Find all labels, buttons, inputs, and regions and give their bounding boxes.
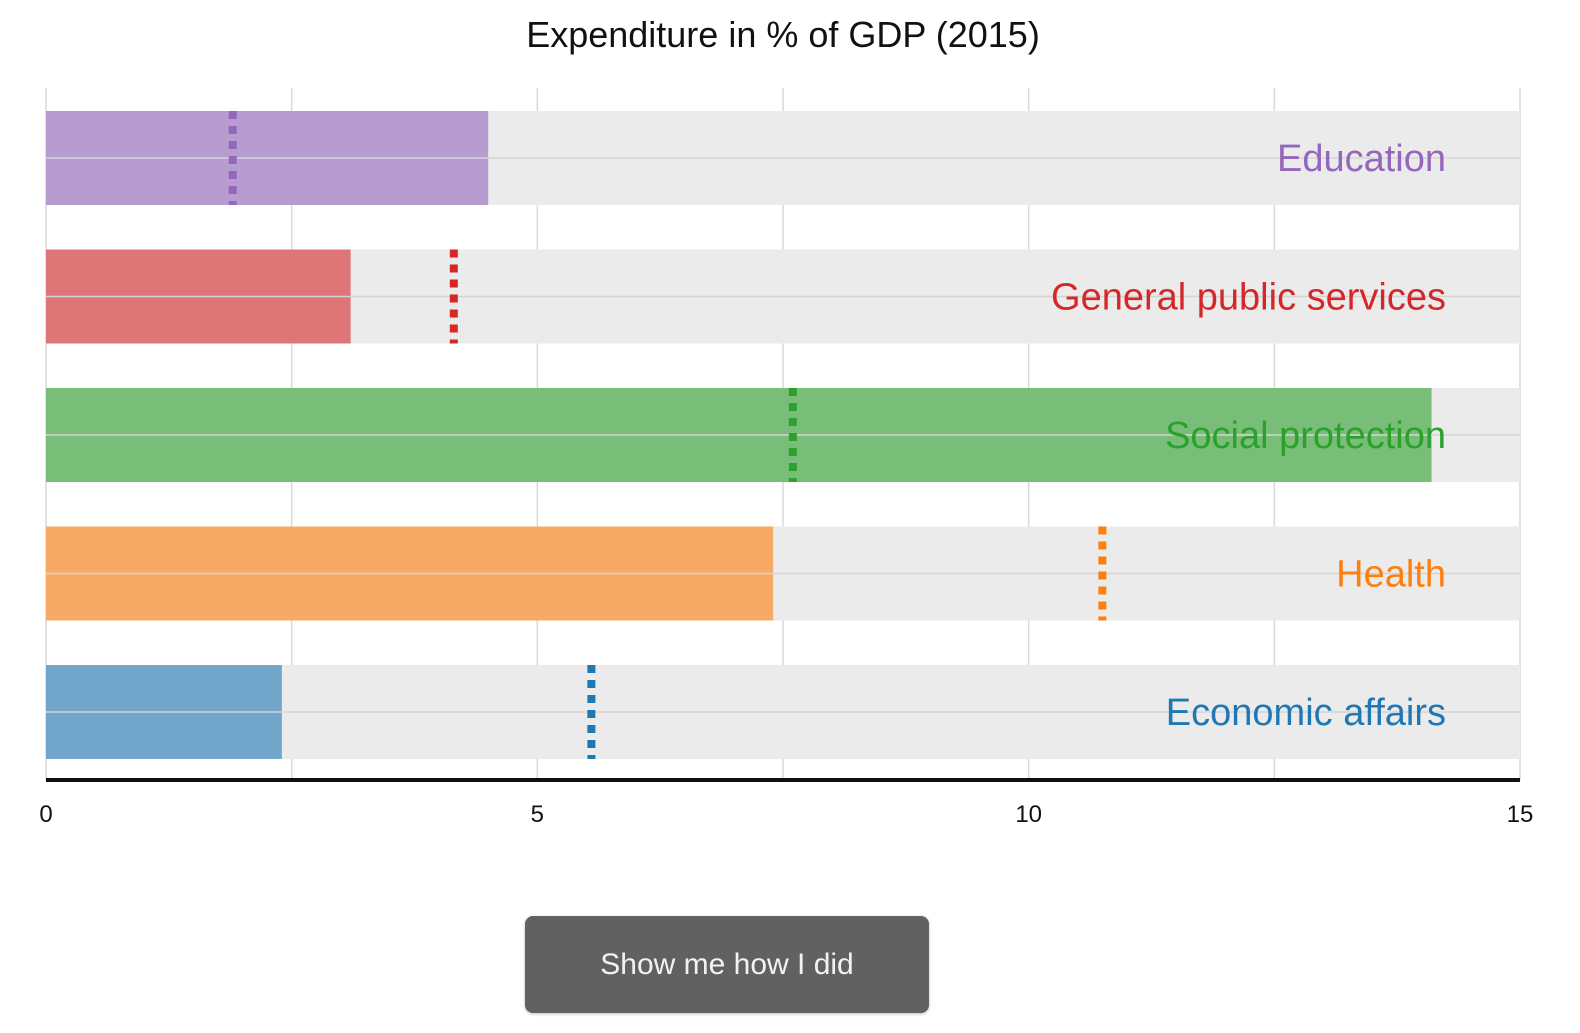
x-tick-label: 15 <box>1507 801 1534 828</box>
category-label-general-public-services: General public services <box>1051 277 1446 319</box>
guess-markers[interactable] <box>228 111 1107 759</box>
show-me-how-i-did-button[interactable]: Show me how I did <box>525 916 929 1013</box>
x-tick-label: 10 <box>1015 801 1042 828</box>
row-center-lines <box>46 157 1520 713</box>
x-tick-label: 0 <box>39 801 52 828</box>
chart-title: Expenditure in % of GDP (2015) <box>526 14 1040 55</box>
bar-chart: Education General public services Social p… <box>39 88 1533 828</box>
category-label-social-protection: Social protection <box>1165 415 1446 457</box>
category-labels: Education General public services Social p… <box>1051 138 1446 734</box>
x-tick-label: 5 <box>531 801 544 828</box>
category-label-economic-affairs: Economic affairs <box>1166 692 1446 734</box>
category-label-health: Health <box>1336 554 1446 596</box>
x-axis-ticks: 0 5 10 15 <box>39 801 1533 828</box>
category-label-education: Education <box>1277 138 1446 180</box>
